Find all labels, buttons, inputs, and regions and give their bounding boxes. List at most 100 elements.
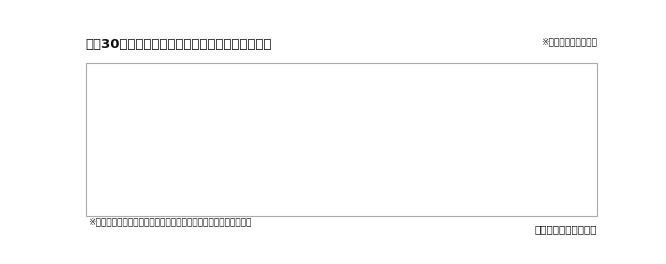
Text: 45.7%: 45.7%: [232, 96, 264, 106]
Text: (1): (1): [281, 81, 295, 91]
Bar: [86, 63, 597, 78]
Text: 9: 9: [97, 203, 103, 213]
Text: (8): (8): [447, 203, 461, 213]
Text: 業歇30年以上の企業倒産　地区別件数構成比推移: 業歇30年以上の企業倒産 地区別件数構成比推移: [86, 38, 272, 51]
Text: (9): (9): [281, 157, 295, 167]
Text: 四国: 四国: [129, 96, 141, 106]
Bar: [86, 139, 597, 155]
Text: 7: 7: [97, 173, 103, 182]
Text: 中部: 中部: [129, 142, 141, 152]
Text: 44.2%: 44.2%: [314, 112, 346, 121]
Text: (3): (3): [447, 157, 461, 167]
Text: 41.6%: 41.6%: [314, 81, 346, 91]
Text: (6): (6): [447, 112, 461, 121]
Text: 2019年: 2019年: [496, 66, 529, 76]
Text: 東京商工リサーチ調べ: 東京商工リサーチ調べ: [534, 224, 597, 234]
Text: 5: 5: [97, 142, 103, 152]
Text: 4: 4: [97, 127, 103, 137]
Text: 28.2%: 28.2%: [314, 157, 346, 167]
Text: 29.8%: 29.8%: [168, 188, 199, 198]
Text: (2): (2): [364, 112, 378, 121]
Text: (8): (8): [364, 157, 378, 167]
Text: (6): (6): [529, 157, 543, 167]
Text: (6): (6): [281, 173, 295, 182]
Bar: [86, 124, 597, 139]
Text: 43.3%: 43.3%: [397, 81, 428, 91]
Text: 42.8%: 42.8%: [232, 112, 264, 121]
Text: (8): (8): [281, 188, 295, 198]
Bar: [86, 94, 597, 109]
Text: 28.4%: 28.4%: [397, 188, 428, 198]
Text: (7): (7): [529, 173, 543, 182]
Text: 25.9%: 25.9%: [168, 203, 199, 213]
Text: 地区: 地区: [128, 66, 141, 76]
Text: (9): (9): [447, 188, 461, 198]
Text: (1): (1): [447, 96, 461, 106]
Text: 中国: 中国: [129, 112, 141, 121]
Text: 30.7%: 30.7%: [232, 157, 264, 167]
Text: 29.8%: 29.8%: [480, 188, 511, 198]
Text: 37.6%: 37.6%: [168, 127, 199, 137]
Text: (9): (9): [529, 203, 543, 213]
Text: 北陸: 北陸: [129, 81, 141, 91]
Bar: [86, 78, 597, 94]
Bar: [86, 200, 597, 216]
Text: 41.1%: 41.1%: [480, 127, 511, 137]
Text: 31.3%: 31.3%: [232, 203, 264, 213]
Text: 31.4%: 31.4%: [314, 173, 346, 182]
Text: 44.5%: 44.5%: [480, 81, 511, 91]
Text: 32.8%: 32.8%: [232, 173, 264, 182]
Text: ↙: ↙: [215, 173, 223, 182]
Text: ↙: ↙: [215, 112, 223, 121]
Text: 40.4%: 40.4%: [314, 127, 346, 137]
Text: 8: 8: [97, 188, 103, 198]
Text: (2): (2): [529, 81, 543, 91]
Text: ↙: ↙: [215, 188, 223, 198]
Text: 38.4%: 38.4%: [480, 142, 511, 152]
Text: 2023年: 2023年: [174, 66, 208, 76]
Text: 48.1%: 48.1%: [397, 96, 428, 106]
Text: (1): (1): [529, 96, 543, 106]
Text: (6): (6): [364, 173, 378, 182]
Text: ※（）はその年の順位: ※（）はその年の順位: [541, 38, 597, 47]
Text: ↗: ↗: [215, 81, 223, 91]
Text: (9): (9): [364, 203, 378, 213]
Text: 37.3%: 37.3%: [232, 127, 264, 137]
Text: 6: 6: [97, 157, 103, 167]
Text: 40.1%: 40.1%: [397, 142, 428, 152]
Text: (7): (7): [281, 203, 295, 213]
Text: 順位: 順位: [93, 66, 106, 76]
Bar: [156, 78, 226, 94]
Text: 42.5%: 42.5%: [314, 142, 346, 152]
Text: (5): (5): [281, 127, 295, 137]
Text: 34.9%: 34.9%: [480, 157, 511, 167]
Text: 2022年: 2022年: [250, 66, 284, 76]
Text: (5): (5): [364, 127, 378, 137]
Text: 近畿: 近畿: [129, 173, 141, 182]
Text: (3): (3): [529, 112, 543, 121]
Text: 48.4%: 48.4%: [480, 96, 511, 106]
Text: 北海道: 北海道: [125, 157, 143, 167]
Text: (4): (4): [364, 81, 378, 91]
Bar: [86, 185, 597, 200]
Text: 47.1%: 47.1%: [232, 81, 264, 91]
Text: (4): (4): [529, 127, 543, 137]
Bar: [86, 170, 597, 185]
Text: 42.1%: 42.1%: [168, 112, 199, 121]
Text: 30.9%: 30.9%: [232, 188, 264, 198]
Text: 1: 1: [97, 81, 103, 91]
Text: 29.6%: 29.6%: [397, 203, 428, 213]
Text: 34.7%: 34.7%: [168, 157, 199, 167]
Text: 2: 2: [97, 96, 103, 106]
Text: 27.0%: 27.0%: [314, 203, 346, 213]
Text: (4): (4): [281, 142, 295, 152]
Text: 2020年: 2020年: [413, 66, 448, 76]
Bar: [86, 155, 597, 170]
Text: ↙: ↙: [215, 96, 223, 106]
Text: (8): (8): [529, 188, 543, 198]
Text: 関東: 関東: [129, 188, 141, 198]
Text: ↗: ↗: [215, 127, 223, 137]
Text: 30.0%: 30.0%: [480, 173, 511, 182]
Text: 41.4%: 41.4%: [480, 112, 511, 121]
Text: (3): (3): [364, 142, 378, 152]
